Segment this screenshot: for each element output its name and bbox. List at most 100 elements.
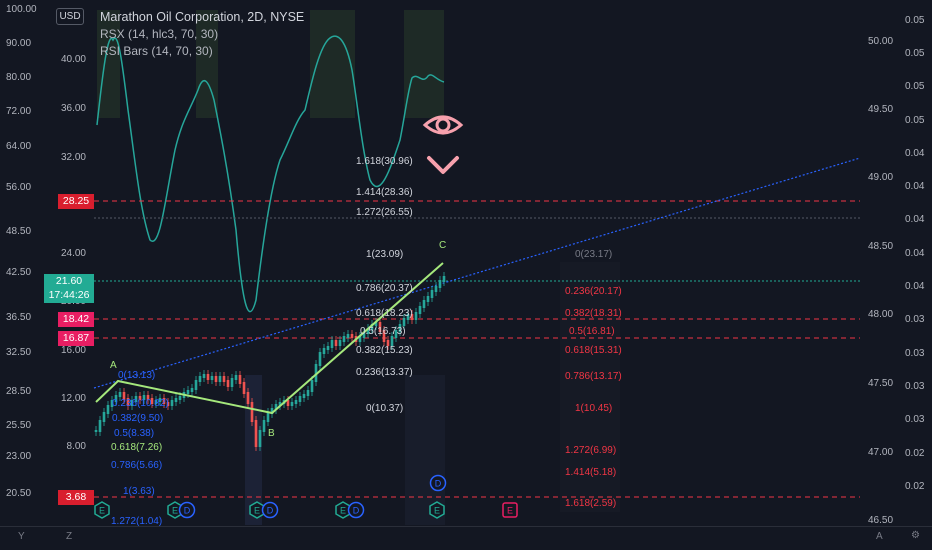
candle-body xyxy=(422,300,426,308)
earnings-marker[interactable] xyxy=(94,501,110,519)
right-outer-tick: 0.05 xyxy=(905,48,925,59)
settings-icon[interactable]: ⚙ xyxy=(911,530,920,541)
right-outer-axis[interactable]: 0.05 0.05 0.05 0.05 0.04 0.04 0.04 0.04 0.04 0.03… xyxy=(905,15,925,492)
right-outer-tick: 0.04 xyxy=(905,281,925,292)
right-inner-axis[interactable]: 50.00 49.50 49.00 48.50 48.00 47.50 47.00 46.50 xyxy=(868,36,893,526)
fib-left-2: 0.382(9.50) xyxy=(112,413,163,424)
candle-body xyxy=(342,336,346,342)
left-outer-tick: 42.50 xyxy=(6,267,31,278)
earnings-marker[interactable] xyxy=(429,501,445,519)
symbol-title[interactable]: Marathon Oil Corporation, 2D, NYSE xyxy=(100,10,305,24)
candle-body xyxy=(178,396,182,400)
candle-body xyxy=(406,314,410,320)
left-outer-axis[interactable]: 100.00 90.00 80.00 72.00 64.00 56.00 48.50 42.5… xyxy=(6,4,37,499)
fib-right-2: 0.382(18.31) xyxy=(565,308,622,319)
candle-body xyxy=(346,334,350,338)
right-outer-tick: 0.04 xyxy=(905,248,925,259)
fib-right-box xyxy=(560,262,620,512)
candle-body xyxy=(242,382,246,394)
price-tag-28: 28.25 xyxy=(58,194,94,209)
candle-body xyxy=(378,322,382,332)
fib-right-4: 0.618(15.31) xyxy=(565,345,622,356)
right-inner-tick: 48.00 xyxy=(868,309,893,320)
abc-wave-line[interactable] xyxy=(95,262,444,415)
dividend-marker[interactable] xyxy=(178,501,196,519)
left-outer-tick: 100.00 xyxy=(6,4,37,15)
left-inner-tick: 24.00 xyxy=(61,248,86,259)
candle-body xyxy=(246,392,250,404)
right-inner-tick: 47.00 xyxy=(868,447,893,458)
fib-mid-1: 1.414(28.36) xyxy=(356,187,413,198)
candle-body xyxy=(206,374,210,380)
candle-body xyxy=(290,402,294,406)
fib-right-3: 0.5(16.81) xyxy=(569,326,615,337)
candle-body xyxy=(278,402,282,406)
fib-mid-5: 0.618(18.23) xyxy=(356,308,413,319)
candle-body xyxy=(302,394,306,398)
zoom-button[interactable]: Z xyxy=(66,531,73,542)
dividend-marker[interactable] xyxy=(429,474,447,492)
earnings-marker-label: E xyxy=(340,506,346,516)
fib-mid-3: 1(23.09) xyxy=(366,249,403,260)
candle-body xyxy=(438,280,442,288)
left-outer-tick: 20.50 xyxy=(6,488,31,499)
left-inner-tick: 12.00 xyxy=(61,393,86,404)
fib-right-6: 1(10.45) xyxy=(575,403,612,414)
candle-body xyxy=(390,336,394,346)
candle-body xyxy=(398,324,402,332)
candle-body xyxy=(258,430,262,447)
log-scale-button[interactable]: Y xyxy=(18,531,25,542)
left-outer-tick: 64.00 xyxy=(6,141,31,152)
left-inner-axis[interactable]: 40.0036.0032.0028.0024.0020.0016.0012.00… xyxy=(61,54,86,452)
fib-left-3: 0.5(8.38) xyxy=(114,428,154,439)
dividend-marker-label: D xyxy=(353,506,360,516)
left-outer-tick: 36.50 xyxy=(6,312,31,323)
left-inner-tick: 16.00 xyxy=(61,345,86,356)
fib-left-1: 0.236(10.82) xyxy=(112,398,169,409)
indicator-rsi-bars[interactable]: RSI Bars (14, 70, 30) xyxy=(100,44,213,58)
auto-scale-button[interactable]: A xyxy=(876,531,883,542)
left-outer-tick: 72.00 xyxy=(6,106,31,117)
price-tag-current: 21.60 xyxy=(44,274,94,289)
plot-area[interactable] xyxy=(94,0,860,526)
candle-body xyxy=(146,395,150,400)
trend-line[interactable] xyxy=(93,157,861,389)
indicator-rsx[interactable]: RSX (14, hlc3, 70, 30) xyxy=(100,27,219,41)
candle-body xyxy=(142,395,146,400)
dividend-marker[interactable] xyxy=(261,501,279,519)
candle-body xyxy=(366,328,370,334)
right-outer-tick: 0.04 xyxy=(905,214,925,225)
candle-body xyxy=(382,330,386,342)
candle-body xyxy=(298,396,302,402)
currency-button[interactable]: USD xyxy=(56,8,84,25)
candle-body xyxy=(174,398,178,402)
earnings-marker[interactable] xyxy=(502,502,518,518)
dividend-marker[interactable] xyxy=(347,501,365,519)
eye-icon xyxy=(422,115,464,135)
wave-label-c: C xyxy=(439,240,446,251)
right-outer-tick: 0.05 xyxy=(905,15,925,26)
candle-body xyxy=(326,346,330,350)
candle-body xyxy=(394,330,398,338)
candle-body xyxy=(138,396,142,400)
bottom-time-bar[interactable] xyxy=(0,526,932,550)
candle-body xyxy=(190,388,194,392)
candle-body xyxy=(102,412,106,422)
event-markers[interactable]: E E D E D E D EDE xyxy=(94,474,518,519)
candle-body xyxy=(286,400,290,406)
left-outer-tick: 25.50 xyxy=(6,420,31,431)
candle-body xyxy=(294,400,298,404)
fib-mid-2: 1.272(26.55) xyxy=(356,207,413,218)
dividend-marker-label: D xyxy=(435,479,442,489)
rsi-zone xyxy=(404,10,444,118)
candle-body xyxy=(334,340,338,346)
candle-body xyxy=(254,420,258,447)
candle-body xyxy=(338,340,342,346)
right-outer-tick: 0.02 xyxy=(905,481,925,492)
rsx-line xyxy=(96,35,445,313)
candle-body xyxy=(94,430,98,432)
candle-body xyxy=(410,314,414,320)
right-inner-tick: 46.50 xyxy=(868,515,893,526)
